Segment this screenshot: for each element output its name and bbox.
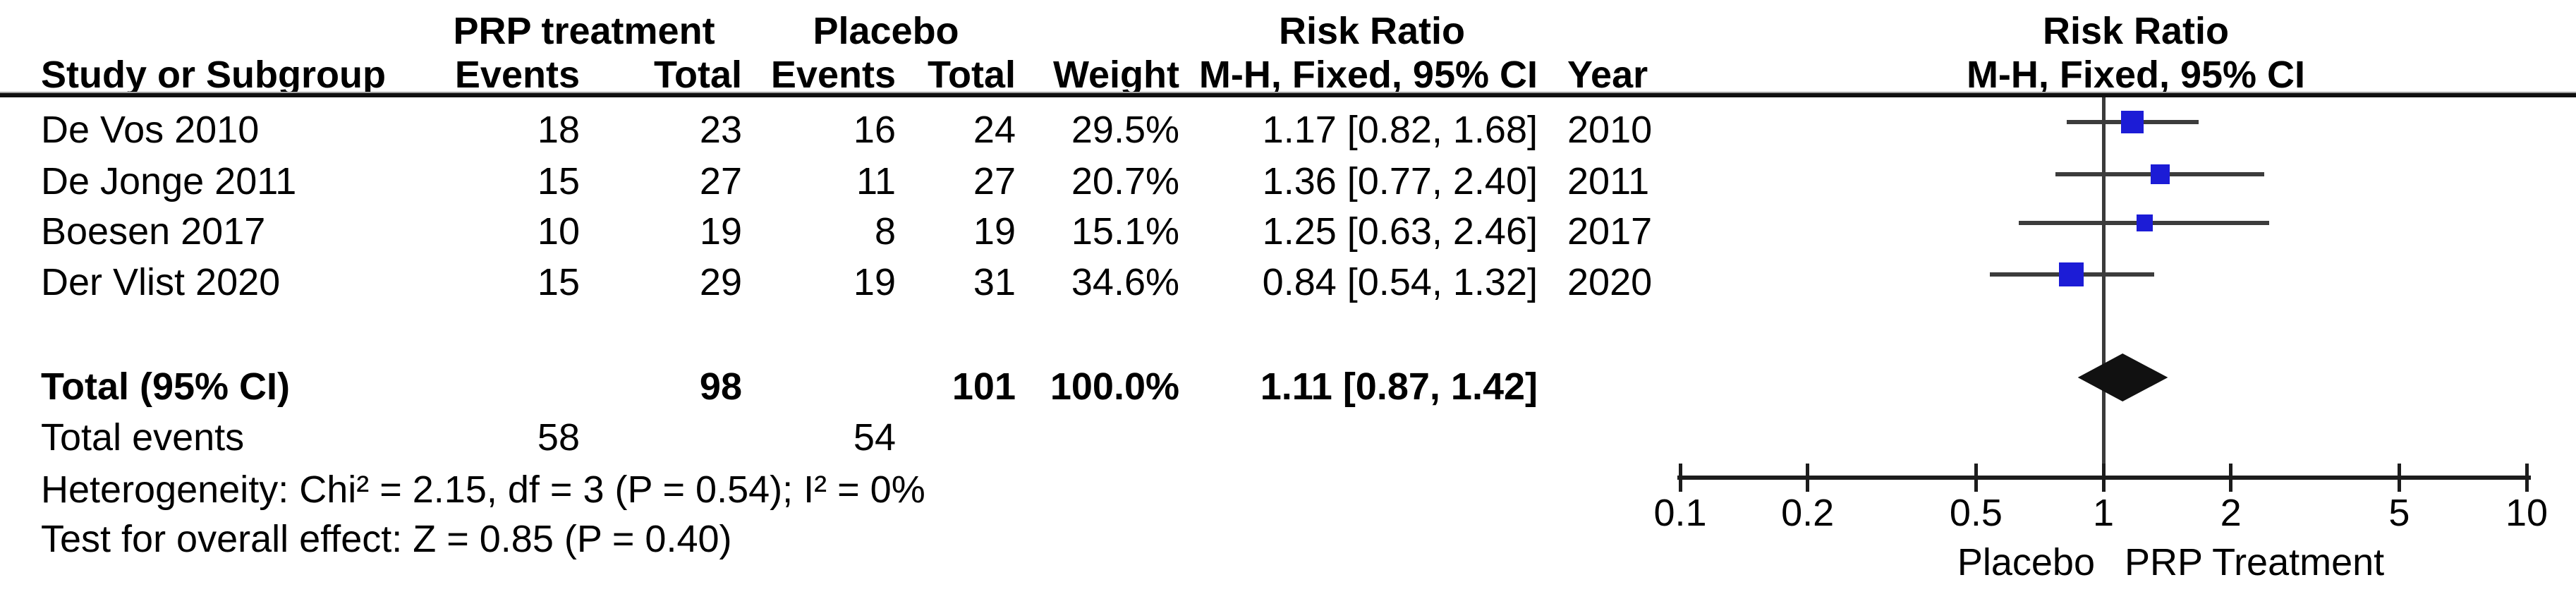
- axis-tick-label: 0.2: [1781, 492, 1835, 534]
- prp-total: 29: [699, 261, 742, 303]
- group-header-risk-ratio-left: Risk Ratio: [1278, 10, 1466, 52]
- prp-events: 15: [537, 160, 580, 202]
- no-effect-line: [2101, 97, 2106, 479]
- placebo-total: 31: [973, 261, 1016, 303]
- prp-total: 23: [699, 109, 742, 151]
- risk-ratio-ci: 1.17 [0.82, 1.68]: [1262, 109, 1538, 151]
- risk-ratio-ci: 1.36 [0.77, 2.40]: [1262, 160, 1538, 202]
- col-header-prp-events: Events: [454, 54, 580, 96]
- col-header-weight: Weight: [1053, 54, 1179, 96]
- placebo-total: 27: [973, 160, 1016, 202]
- total-events-prp: 58: [537, 416, 580, 459]
- year: 2011: [1567, 160, 1650, 202]
- axis-tick: [2525, 464, 2529, 492]
- col-header-prp-total: Total: [654, 54, 742, 96]
- heterogeneity-stats: Heterogeneity: Chi² = 2.15, df = 3 (P = …: [41, 468, 925, 511]
- axis-tick: [1806, 464, 1810, 492]
- total-prp-total: 98: [699, 365, 742, 408]
- axis-label-prp-treatment: PRP Treatment: [2125, 541, 2385, 583]
- weight: 20.7%: [1071, 160, 1179, 202]
- total-placebo-total: 101: [952, 365, 1016, 408]
- axis-tick-label: 1: [2092, 492, 2115, 534]
- axis-label-placebo: Placebo: [1957, 541, 2095, 583]
- group-header-placebo: Placebo: [813, 10, 959, 52]
- risk-ratio-ci: 1.25 [0.63, 2.46]: [1262, 210, 1538, 253]
- col-header-year: Year: [1567, 54, 1648, 96]
- risk-ratio-ci: 0.84 [0.54, 1.32]: [1262, 261, 1538, 303]
- col-header-placebo-events: Events: [770, 54, 896, 96]
- prp-events: 18: [537, 109, 580, 151]
- axis-tick-label: 10: [2505, 492, 2548, 534]
- placebo-total: 19: [973, 210, 1016, 253]
- year: 2010: [1567, 109, 1653, 151]
- axis-tick-label: 0.1: [1653, 492, 1707, 534]
- axis-tick: [2101, 464, 2106, 492]
- effect-square: [2120, 110, 2144, 134]
- total-weight: 100.0%: [1050, 365, 1179, 408]
- effect-square: [2059, 262, 2084, 287]
- axis-tick-label: 5: [2388, 492, 2410, 534]
- placebo-events: 19: [853, 261, 896, 303]
- total-events-placebo: 54: [853, 416, 896, 459]
- col-header-ci: M-H, Fixed, 95% CI: [1198, 54, 1538, 96]
- weight: 29.5%: [1071, 109, 1179, 151]
- axis-tick-label: 2: [2220, 492, 2242, 534]
- axis-tick: [1678, 464, 1682, 492]
- total-events-label: Total events: [41, 416, 245, 459]
- study-name: De Jonge 2011: [41, 160, 297, 202]
- prp-total: 19: [699, 210, 742, 253]
- col-header-study: Study or Subgroup: [41, 54, 386, 96]
- group-header-prp-treatment: PRP treatment: [453, 10, 715, 52]
- study-name: Der Vlist 2020: [41, 261, 281, 303]
- weight: 34.6%: [1071, 261, 1179, 303]
- weight: 15.1%: [1071, 210, 1179, 253]
- placebo-events: 11: [856, 160, 896, 202]
- placebo-events: 8: [874, 210, 896, 253]
- placebo-events: 16: [853, 109, 896, 151]
- effect-square: [2150, 164, 2170, 184]
- col-header-ci-right: M-H, Fixed, 95% CI: [1966, 54, 2306, 96]
- axis-tick-label: 0.5: [1949, 492, 2003, 534]
- total-risk-ratio-ci: 1.11 [0.87, 1.42]: [1260, 365, 1538, 408]
- prp-total: 27: [699, 160, 742, 202]
- axis-tick: [1974, 464, 1978, 492]
- year: 2017: [1567, 210, 1653, 253]
- header-rule: [0, 92, 2576, 97]
- year: 2020: [1567, 261, 1653, 303]
- prp-events: 10: [537, 210, 580, 253]
- study-name: Boesen 2017: [41, 210, 266, 253]
- effect-square: [2136, 214, 2153, 231]
- total-label: Total (95% CI): [41, 365, 291, 408]
- overall-effect-test: Test for overall effect: Z = 0.85 (P = 0…: [41, 518, 732, 560]
- study-name: De Vos 2010: [41, 109, 260, 151]
- group-header-risk-ratio-right: Risk Ratio: [2042, 10, 2230, 52]
- placebo-total: 24: [973, 109, 1016, 151]
- axis-tick: [2397, 464, 2401, 492]
- prp-events: 15: [537, 261, 580, 303]
- axis-tick: [2229, 464, 2233, 492]
- col-header-placebo-total: Total: [928, 54, 1016, 96]
